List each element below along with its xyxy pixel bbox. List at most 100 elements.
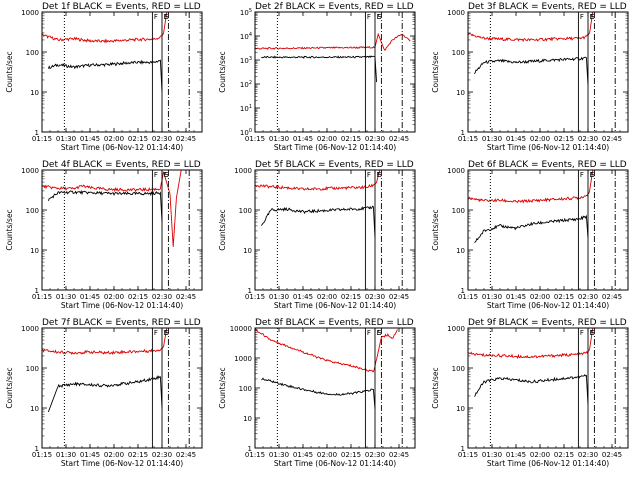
y-tick-label: 100 [239,385,252,393]
y-tick-label: 1000 [234,167,252,175]
marker-label: F [154,13,158,21]
x-tick-label: 01:15 [245,451,265,459]
x-tick-label: 02:30 [152,135,172,143]
x-axis-label: Start Time (06-Nov-12 01:14:40) [61,459,183,468]
x-tick-label: 02:30 [578,135,598,143]
x-tick-label: 02:15 [554,293,574,301]
y-tick-label: 10 [456,247,465,255]
y-tick-label: 100 [452,207,465,215]
y-tick-label: 10 [30,405,39,413]
series-events-line [47,189,163,223]
x-tick-label: 02:00 [104,135,124,143]
x-tick-label: 01:45 [80,293,100,301]
marker-label: S [590,329,595,337]
marker-label: E [377,329,381,337]
series-lld-line [42,170,182,247]
y-tick-label: 100 [239,207,252,215]
y-tick-label: 100 [240,128,252,137]
marker-label: S [590,13,595,21]
y-tick-label: 1 [461,129,465,137]
x-tick-label: 02:45 [389,293,409,301]
x-tick-label: 02:30 [365,451,385,459]
x-tick-label: 02:45 [176,451,196,459]
y-tick-label: 100 [26,365,39,373]
series-events-line [261,377,376,410]
plot-frame [467,327,629,449]
y-axis-label: Counts/sec [431,209,440,250]
marker-label: F [580,329,584,337]
y-tick-label: 100 [26,207,39,215]
y-tick-label: 1 [35,287,39,295]
panel-title: Det 7f BLACK = Events, RED = LLD [42,318,201,328]
x-tick-label: 02:30 [152,451,172,459]
marker-label: S [377,13,382,21]
series-lld-line [468,170,594,204]
x-tick-label: 02:15 [128,135,148,143]
panel-title: Det 1f BLACK = Events, RED = LLD [42,2,201,12]
x-tick-label: 01:15 [458,293,478,301]
y-tick-label: 10 [243,415,252,423]
y-tick-label: 102 [240,80,252,89]
x-tick-label: 02:30 [152,293,172,301]
marker-label: S [164,171,169,179]
plot-frame [254,327,416,449]
y-axis-label: Counts/sec [5,367,14,408]
x-tick-label: 02:45 [389,451,409,459]
y-tick-label: 1 [35,129,39,137]
x-tick-label: 02:15 [341,135,361,143]
y-tick-label: 104 [240,32,252,41]
x-tick-label: 02:00 [104,451,124,459]
y-tick-label: 103 [240,56,252,65]
y-tick-label: 1000 [447,9,465,17]
x-tick-label: 01:15 [458,135,478,143]
plot-frame [467,11,629,133]
marker-label: E [590,171,594,179]
x-tick-label: 02:15 [341,293,361,301]
panel-title: Det 8f BLACK = Events, RED = LLD [255,318,414,328]
plot-frame [41,11,203,133]
series-lld-line [42,12,168,44]
x-tick-label: 02:45 [602,135,622,143]
y-tick-label: 1000 [234,355,252,363]
marker-label: F [367,329,371,337]
marker-label: F [580,13,584,21]
marker-label: F [154,171,158,179]
marker-label: F [367,171,371,179]
x-tick-label: 01:30 [269,293,289,301]
y-tick-label: 1000 [21,167,39,175]
x-axis-label: Start Time (06-Nov-12 01:14:40) [274,143,396,152]
x-tick-label: 02:00 [317,451,337,459]
x-tick-label: 01:45 [293,451,313,459]
marker-label: S [377,329,382,337]
x-tick-label: 02:30 [365,293,385,301]
x-tick-label: 02:45 [176,293,196,301]
marker-label: F [367,13,371,21]
y-tick-label: 100 [452,49,465,57]
y-axis-label: Counts/sec [218,51,227,92]
x-tick-label: 02:00 [104,293,124,301]
x-tick-label: 01:30 [56,293,76,301]
x-tick-label: 02:15 [554,135,574,143]
series-events-line [47,375,163,413]
x-tick-label: 01:15 [32,451,52,459]
x-tick-label: 02:15 [128,451,148,459]
y-tick-label: 1000 [447,167,465,175]
marker-label: E [590,13,594,21]
x-axis-label: Start Time (06-Nov-12 01:14:40) [487,459,609,468]
y-tick-label: 1000 [21,9,39,17]
x-tick-label: 02:30 [578,293,598,301]
panel-title: Det 2f BLACK = Events, RED = LLD [255,2,414,12]
x-tick-label: 02:00 [530,135,550,143]
y-tick-label: 10 [30,89,39,97]
marker-label: E [164,171,168,179]
panel-title: Det 6f BLACK = Events, RED = LLD [468,160,627,170]
marker-label: S [590,171,595,179]
x-tick-label: 02:45 [176,135,196,143]
marker-label: S [164,13,169,21]
y-tick-label: 1 [248,445,252,453]
x-tick-label: 01:15 [245,135,265,143]
